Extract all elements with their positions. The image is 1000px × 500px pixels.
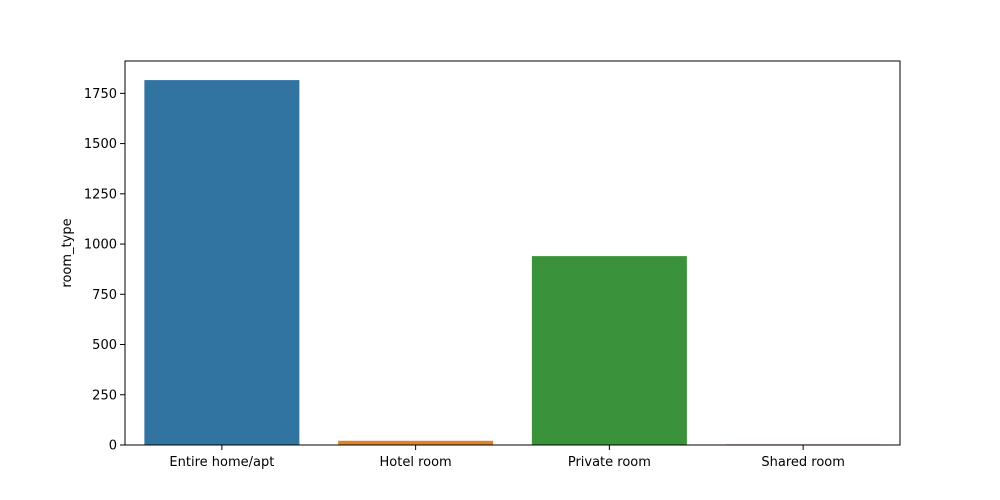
x-tick-label: Entire home/apt xyxy=(169,455,274,470)
bar-entire-home-apt xyxy=(144,80,300,446)
bar-private-room xyxy=(531,256,687,445)
y-tick-label: 750 xyxy=(92,288,117,303)
y-tick-label: 250 xyxy=(92,388,117,403)
x-tick-label: Hotel room xyxy=(380,455,452,470)
y-tick-label: 500 xyxy=(92,338,117,353)
x-tick-label: Private room xyxy=(568,455,651,470)
bar-hotel-room xyxy=(338,440,494,445)
y-axis-label: room_type xyxy=(60,218,75,287)
y-tick-label: 0 xyxy=(109,439,117,454)
y-tick-label: 1750 xyxy=(84,87,117,102)
y-tick-label: 1500 xyxy=(84,137,117,152)
x-axis: Entire home/apt Hotel room Private room Sha… xyxy=(169,445,845,470)
y-axis: 0 250 500 750 1000 1250 1500 1750 xyxy=(84,87,125,454)
y-tick-label: 1000 xyxy=(84,238,117,253)
y-tick-label: 1250 xyxy=(84,187,117,202)
x-tick-label: Shared room xyxy=(761,455,845,470)
plot-frame xyxy=(124,60,901,446)
bar-group xyxy=(144,80,881,446)
